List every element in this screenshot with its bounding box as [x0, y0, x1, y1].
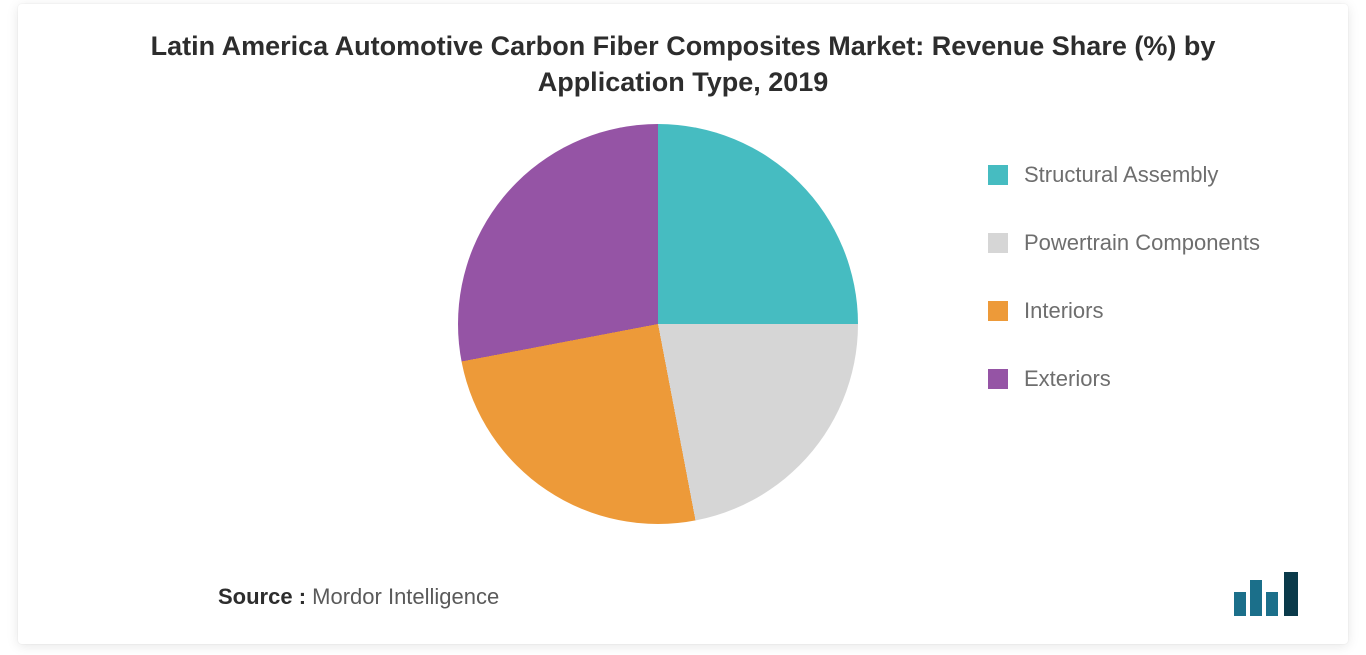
legend-label: Structural Assembly: [1024, 162, 1218, 188]
legend-swatch: [988, 369, 1008, 389]
legend-item: Interiors: [988, 298, 1260, 324]
chart-card: Latin America Automotive Carbon Fiber Co…: [18, 4, 1348, 644]
source-prefix: Source :: [218, 584, 306, 609]
chart-title: Latin America Automotive Carbon Fiber Co…: [93, 28, 1273, 101]
legend-item: Powertrain Components: [988, 230, 1260, 256]
legend-label: Powertrain Components: [1024, 230, 1260, 256]
pie-chart: [458, 124, 858, 524]
legend-label: Exteriors: [1024, 366, 1111, 392]
pie-graphic: [458, 124, 858, 524]
source-line: Source : Mordor Intelligence: [218, 584, 499, 610]
legend-swatch: [988, 301, 1008, 321]
legend-swatch: [988, 165, 1008, 185]
brand-logo: [1232, 570, 1302, 618]
mordor-logo-icon: [1232, 570, 1302, 618]
legend-item: Structural Assembly: [988, 162, 1260, 188]
source-text: Mordor Intelligence: [312, 584, 499, 609]
chart-area: Structural Assembly Powertrain Components…: [18, 114, 1348, 544]
legend: Structural Assembly Powertrain Components…: [988, 162, 1260, 392]
legend-label: Interiors: [1024, 298, 1103, 324]
legend-swatch: [988, 233, 1008, 253]
legend-item: Exteriors: [988, 366, 1260, 392]
